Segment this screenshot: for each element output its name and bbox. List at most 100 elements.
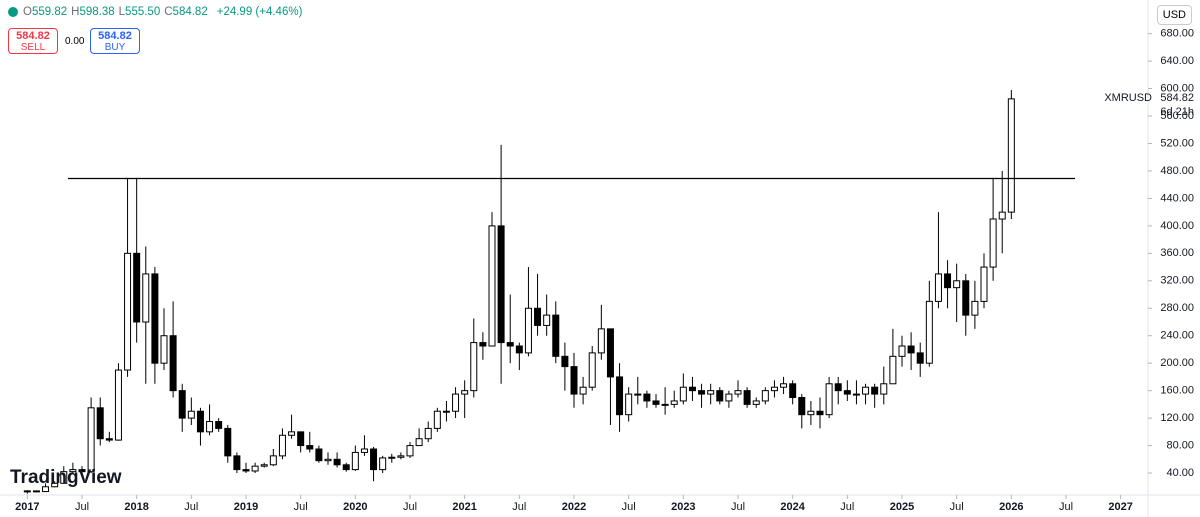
- candle-body: [743, 390, 751, 405]
- candle-body: [196, 410, 204, 433]
- candle-body: [96, 407, 104, 440]
- currency-button[interactable]: USD: [1156, 5, 1192, 25]
- candle-body: [1007, 98, 1015, 213]
- x-tick-label: Jul: [512, 501, 526, 513]
- candle-body: [916, 352, 924, 364]
- candle-body: [388, 456, 396, 459]
- candle-body: [852, 393, 860, 396]
- candle-body: [752, 400, 760, 405]
- candle-body: [606, 328, 614, 378]
- ohlc: O559.82 H598.38 L555.50 C584.82: [23, 6, 212, 18]
- candle-body: [798, 397, 806, 416]
- x-tick-label: Jul: [622, 501, 636, 513]
- ohlc-value: 598.38: [79, 6, 115, 18]
- candle-body: [60, 471, 68, 484]
- candle-body: [479, 342, 487, 347]
- y-tick-label: 40.00: [1166, 467, 1194, 479]
- sell-button[interactable]: 584.82 SELL: [8, 28, 58, 54]
- candle-body: [643, 393, 651, 402]
- candle-body: [114, 369, 122, 441]
- buy-button[interactable]: 584.82 BUY: [90, 28, 140, 54]
- candle-body: [379, 457, 387, 471]
- ohlc-key: H: [71, 6, 80, 18]
- candle-body: [142, 273, 150, 323]
- candle-body: [707, 390, 715, 395]
- candle-body: [415, 438, 423, 447]
- candle-body: [105, 438, 113, 441]
- candle-body: [579, 386, 587, 395]
- candle-body: [761, 390, 769, 402]
- candle-body: [32, 490, 40, 493]
- candle-body: [342, 464, 350, 471]
- candle-body: [51, 482, 59, 488]
- candle-body: [360, 448, 368, 453]
- sell-label: SELL: [20, 42, 46, 53]
- x-tick-label: 2022: [562, 501, 586, 513]
- candle-body: [78, 469, 86, 473]
- candle-body: [552, 314, 560, 357]
- candle-body: [816, 410, 824, 416]
- x-tick-label: 2023: [671, 501, 695, 513]
- candle-body: [907, 345, 915, 354]
- candle-body: [333, 458, 341, 466]
- candle-body: [953, 280, 961, 289]
- y-tick-label: 400.00: [1160, 220, 1194, 232]
- candle-body: [151, 273, 159, 364]
- candle-body: [944, 273, 952, 289]
- candle-body: [725, 393, 733, 402]
- change: +24.99 (+4.46%): [216, 6, 303, 18]
- x-tick-label: 2025: [890, 501, 914, 513]
- spread: 0.00: [65, 36, 85, 47]
- buy-label: BUY: [104, 42, 126, 53]
- candle-body: [470, 342, 478, 392]
- x-tick-label: 2020: [343, 501, 367, 513]
- candle-body: [233, 455, 241, 471]
- candle-body: [670, 400, 678, 405]
- y-tick-label: 480.00: [1160, 165, 1194, 177]
- x-tick-label: Jul: [731, 501, 745, 513]
- ohlc-value: 555.50: [125, 6, 161, 18]
- status-dot: [8, 7, 18, 17]
- candle-body: [570, 366, 578, 395]
- x-tick-label: 2026: [999, 501, 1023, 513]
- x-tick-label: Jul: [1059, 501, 1073, 513]
- candle-body: [206, 421, 214, 433]
- y-tick-label: 320.00: [1160, 275, 1194, 287]
- candle-body: [543, 314, 551, 326]
- candle-body: [862, 386, 870, 395]
- ohlc-key: L: [118, 6, 126, 18]
- candle-body: [934, 273, 942, 302]
- candle-body: [716, 390, 724, 402]
- candle-body: [770, 386, 778, 392]
- candle-body: [251, 465, 259, 472]
- candle-body: [278, 434, 286, 457]
- candle-body: [616, 376, 624, 416]
- y-tick-label: 360.00: [1160, 247, 1194, 259]
- candle-body: [23, 490, 31, 493]
- buy-price: 584.82: [98, 30, 132, 42]
- candle-body: [497, 225, 505, 344]
- countdown: 6d 21h: [1160, 106, 1194, 118]
- ohlc-value: 584.82: [172, 6, 208, 18]
- candle-body: [789, 383, 797, 399]
- candle-body: [834, 383, 842, 392]
- y-tick-label: 280.00: [1160, 302, 1194, 314]
- candle-body: [661, 403, 669, 406]
- x-tick-label: 2027: [1108, 501, 1132, 513]
- y-tick-label: 520.00: [1160, 137, 1194, 149]
- candle-body: [69, 469, 77, 473]
- x-tick-label: 2017: [15, 501, 39, 513]
- candle-body: [534, 307, 542, 326]
- candle-body: [269, 455, 277, 466]
- candle-body: [42, 486, 50, 493]
- symbol-label: XMRUSD: [1104, 92, 1152, 104]
- y-tick-label: 680.00: [1160, 28, 1194, 40]
- candle-body: [242, 469, 250, 472]
- candle-body: [160, 335, 168, 364]
- candle-body: [215, 421, 223, 429]
- candle-body: [442, 410, 450, 413]
- candle-body: [324, 458, 332, 462]
- candle-body: [178, 390, 186, 419]
- x-tick-label: 2024: [780, 501, 805, 513]
